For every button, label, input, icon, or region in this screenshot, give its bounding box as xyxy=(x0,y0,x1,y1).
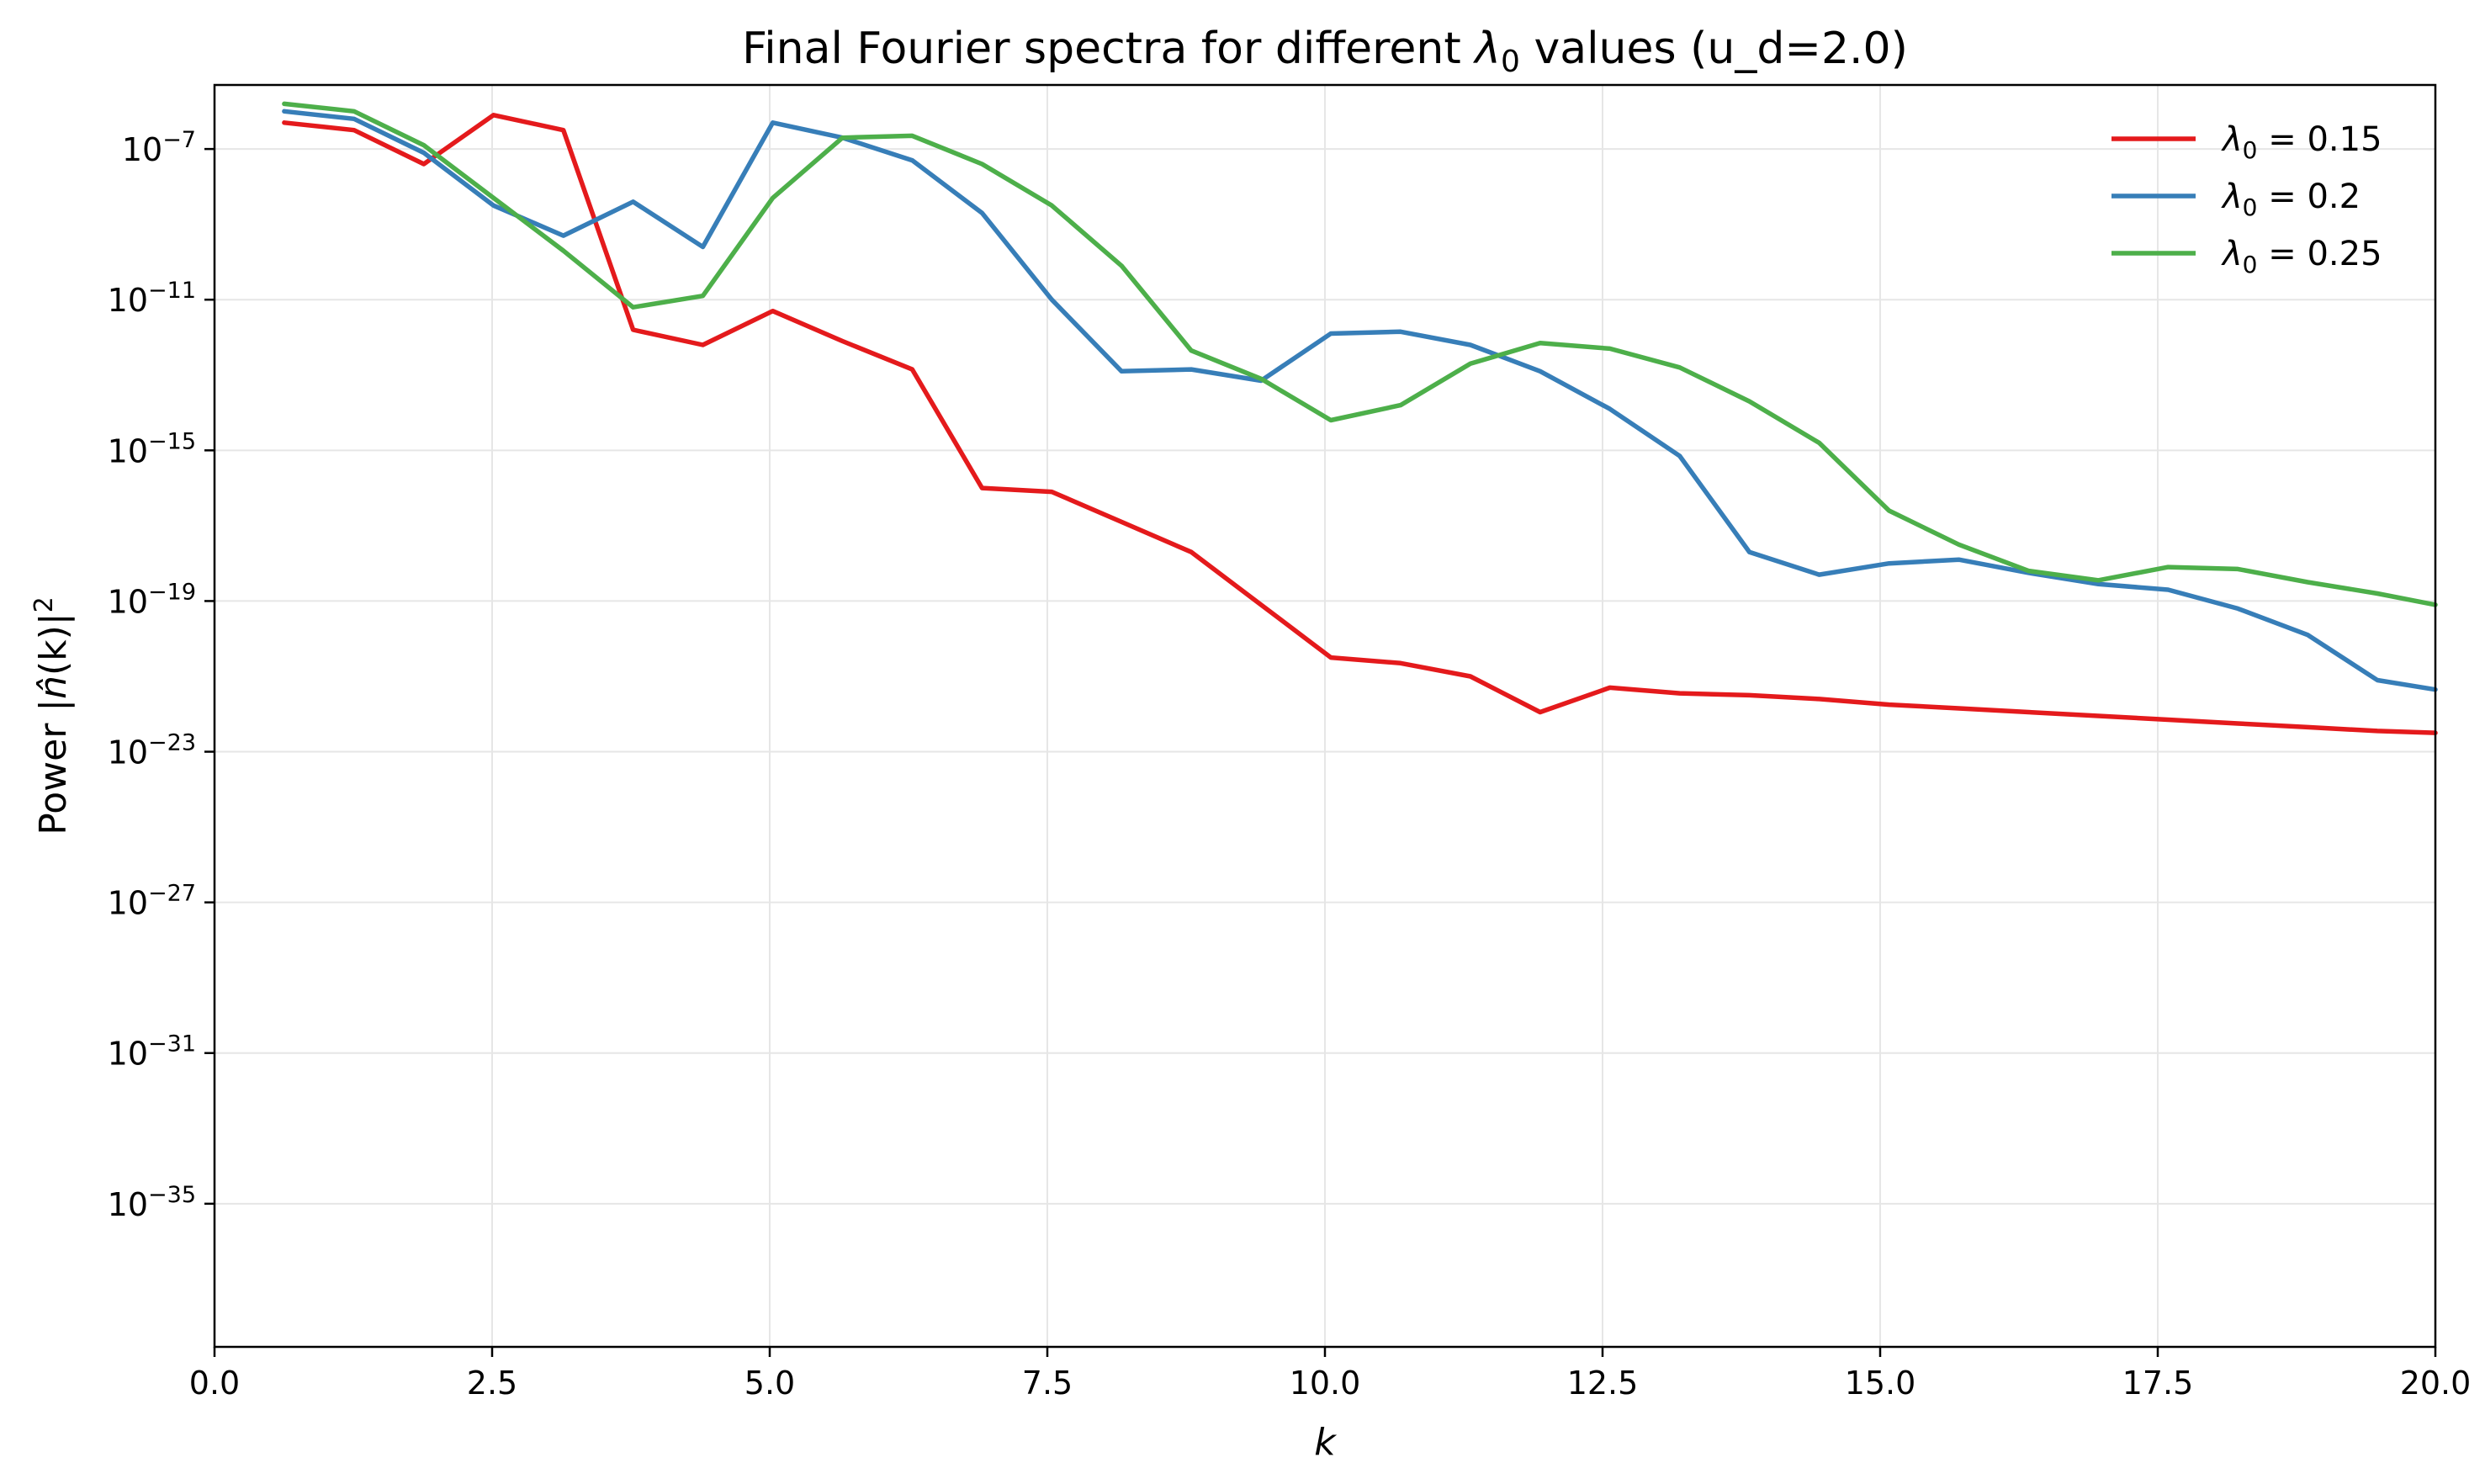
x-tick-label: 15.0 xyxy=(1845,1365,1916,1402)
x-axis-label: k xyxy=(1314,1421,1337,1464)
chart-title: Final Fourier spectra for different λ0 v… xyxy=(742,24,1908,79)
y-axis-ticks: 10−7 10−11 10−15 10−19 10−23 10−27 10−31 10−35 xyxy=(108,127,215,1223)
series-line-0.2 xyxy=(282,109,2438,692)
legend-label-0.25: λ0 = 0.25 xyxy=(2221,235,2382,278)
x-tick-label: 20.0 xyxy=(2400,1365,2472,1402)
y-tick-label: 10−7 xyxy=(122,127,196,168)
x-tick-label: 7.5 xyxy=(1022,1365,1073,1402)
legend-label-0.2: λ0 = 0.2 xyxy=(2221,178,2360,221)
x-tick-label: 0.0 xyxy=(189,1365,240,1402)
x-tick-label: 10.0 xyxy=(1290,1365,1361,1402)
y-tick-label: 10−23 xyxy=(108,730,196,771)
y-tick-label: 10−31 xyxy=(108,1031,196,1073)
x-tick-label: 12.5 xyxy=(1567,1365,1639,1402)
series-layer xyxy=(282,101,2438,735)
y-axis-label: Power |n̂(k)|2 xyxy=(29,596,75,835)
series-line-0.25 xyxy=(282,101,2438,607)
x-tick-label: 5.0 xyxy=(744,1365,795,1402)
x-tick-label: 17.5 xyxy=(2122,1365,2194,1402)
y-tick-label: 10−11 xyxy=(108,278,196,319)
x-tick-label: 2.5 xyxy=(467,1365,517,1402)
grid-layer xyxy=(214,85,2436,1347)
x-axis-ticks: 0.0 2.5 5.0 7.5 10.0 12.5 15.0 17.5 20.0 xyxy=(189,1347,2472,1402)
y-tick-label: 10−19 xyxy=(108,579,196,620)
legend-label-0.15: λ0 = 0.15 xyxy=(2221,120,2382,164)
y-tick-label: 10−15 xyxy=(108,428,196,469)
y-tick-label: 10−35 xyxy=(108,1182,196,1223)
y-tick-label: 10−27 xyxy=(108,881,196,922)
legend: λ0 = 0.15 λ0 = 0.2 λ0 = 0.25 xyxy=(2111,120,2382,278)
series-line-0.15 xyxy=(282,113,2438,735)
